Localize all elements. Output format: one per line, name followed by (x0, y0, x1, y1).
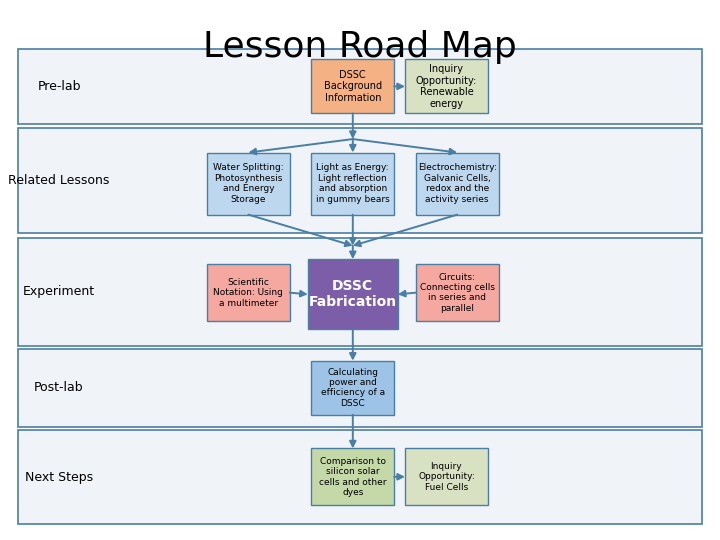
FancyBboxPatch shape (311, 152, 395, 214)
Text: Experiment: Experiment (23, 285, 95, 298)
FancyBboxPatch shape (18, 238, 702, 346)
FancyBboxPatch shape (207, 152, 289, 214)
FancyBboxPatch shape (18, 49, 702, 124)
Text: Inquiry
Opportunity:
Renewable
energy: Inquiry Opportunity: Renewable energy (415, 64, 477, 109)
FancyBboxPatch shape (311, 59, 395, 113)
FancyBboxPatch shape (405, 448, 488, 505)
FancyBboxPatch shape (311, 448, 395, 505)
Text: Circuits:
Connecting cells
in series and
parallel: Circuits: Connecting cells in series and… (420, 273, 495, 313)
Text: Light as Energy:
Light reflection
and absorption
in gummy bears: Light as Energy: Light reflection and ab… (316, 164, 390, 204)
Text: Electrochemistry:
Galvanic Cells,
redox and the
activity series: Electrochemistry: Galvanic Cells, redox … (418, 164, 497, 204)
Text: Water Splitting:
Photosynthesis
and Energy
Storage: Water Splitting: Photosynthesis and Ener… (213, 164, 284, 204)
FancyBboxPatch shape (308, 259, 397, 329)
Text: Post-lab: Post-lab (35, 381, 84, 395)
FancyBboxPatch shape (416, 152, 498, 214)
FancyBboxPatch shape (416, 264, 498, 321)
Text: Next Steps: Next Steps (25, 470, 93, 484)
FancyBboxPatch shape (18, 128, 702, 233)
FancyBboxPatch shape (311, 361, 395, 415)
Text: DSSC
Fabrication: DSSC Fabrication (309, 279, 397, 309)
Text: Lesson Road Map: Lesson Road Map (203, 30, 517, 64)
FancyBboxPatch shape (207, 264, 289, 321)
Text: Inquiry
Opportunity:
Fuel Cells: Inquiry Opportunity: Fuel Cells (418, 462, 474, 492)
Text: Scientific
Notation: Using
a multimeter: Scientific Notation: Using a multimeter (213, 278, 284, 308)
Text: Comparison to
silicon solar
cells and other
dyes: Comparison to silicon solar cells and ot… (319, 457, 387, 497)
FancyBboxPatch shape (18, 349, 702, 427)
Text: Related Lessons: Related Lessons (9, 174, 109, 187)
FancyBboxPatch shape (405, 59, 488, 113)
Text: Pre-lab: Pre-lab (37, 80, 81, 93)
Text: DSSC
Background
Information: DSSC Background Information (324, 70, 382, 103)
FancyBboxPatch shape (18, 430, 702, 524)
Text: Calculating
power and
efficiency of a
DSSC: Calculating power and efficiency of a DS… (320, 368, 385, 408)
